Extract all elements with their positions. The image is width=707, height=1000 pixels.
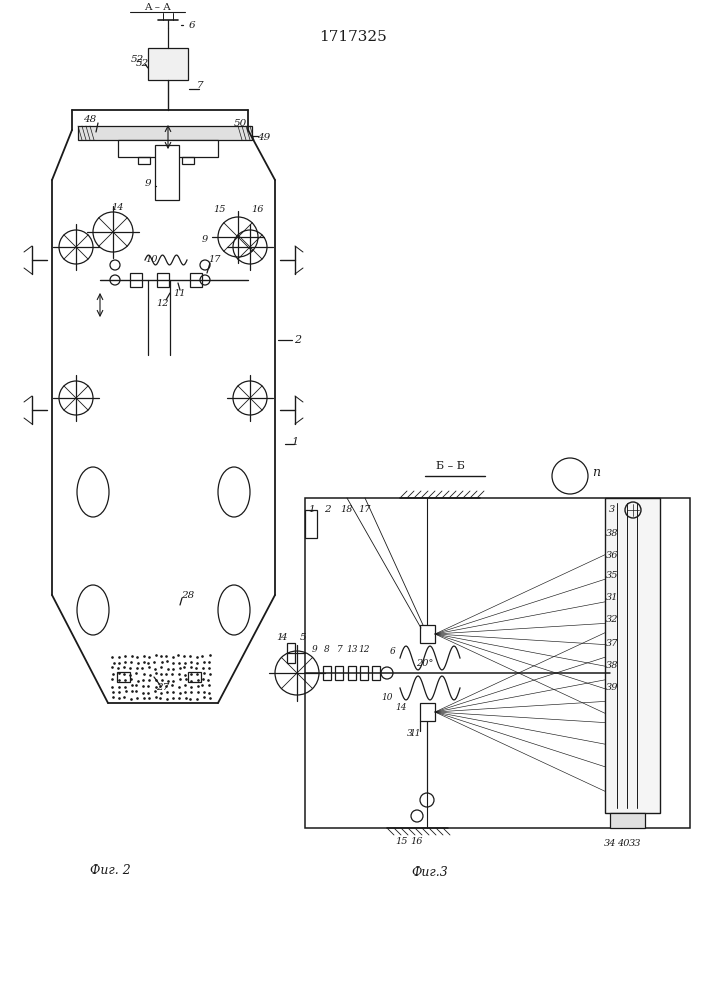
Text: 35: 35 [606,572,618,580]
Text: 1: 1 [291,437,298,447]
Text: 31: 31 [606,593,618,602]
Bar [148,48,188,80]
Text: 18: 18 [341,506,354,514]
Text: 17: 17 [209,255,221,264]
Text: 36: 36 [606,552,618,560]
Text: A – A: A – A [144,2,170,11]
Text: Фиг.3: Фиг.3 [411,865,448,879]
Bar [287,643,295,663]
Text: 9: 9 [312,645,318,654]
Text: 7: 7 [197,82,204,91]
Text: 6: 6 [189,20,195,29]
Text: Б – Б: Б – Б [436,461,464,471]
Bar [420,625,435,643]
Text: 3: 3 [407,728,413,738]
Text: 5: 5 [300,634,306,643]
Bar [323,666,331,680]
Text: 2: 2 [324,506,330,514]
Bar [605,498,660,813]
Text: 8: 8 [324,645,330,654]
Bar [157,273,169,287]
Text: 38: 38 [606,528,618,538]
Text: 34: 34 [604,838,617,848]
Text: 9: 9 [202,235,208,244]
Text: 49: 49 [257,133,271,142]
Text: 6: 6 [390,647,396,656]
Text: 13: 13 [346,645,358,654]
Bar [420,703,435,721]
Bar [130,273,142,287]
Text: 15: 15 [396,838,408,846]
Text: 16: 16 [411,838,423,846]
Bar [348,666,356,680]
Text: 12: 12 [157,298,169,308]
Text: 17: 17 [358,506,371,514]
Text: 38: 38 [606,662,618,670]
Bar [118,140,218,157]
Bar [305,498,690,828]
Text: 1: 1 [276,634,284,643]
Text: 14: 14 [112,202,124,212]
Text: 2: 2 [294,335,302,345]
Text: 11: 11 [174,290,186,298]
Text: 27: 27 [156,684,170,692]
Text: Фиг. 2: Фиг. 2 [90,863,130,876]
Text: 1717325: 1717325 [319,30,387,44]
Text: 15: 15 [214,206,226,215]
Text: 52: 52 [135,60,148,68]
Bar [182,157,194,164]
Text: 10: 10 [381,694,393,702]
Text: 14: 14 [395,704,407,712]
Text: 32: 32 [606,615,618,624]
Text: 52: 52 [130,55,144,64]
Text: 10: 10 [146,255,158,264]
Bar [188,672,201,682]
Text: 11: 11 [409,728,421,738]
Text: 1: 1 [309,506,315,514]
Bar [360,666,368,680]
Bar [610,813,645,828]
Text: 28: 28 [182,590,194,599]
Bar [155,145,179,200]
Text: 37: 37 [606,639,618,648]
Bar [117,672,130,682]
Text: 9: 9 [145,180,151,188]
Text: 7: 7 [337,645,343,654]
Text: 48: 48 [83,115,97,124]
Text: 4: 4 [280,634,286,643]
Bar [335,666,343,680]
Bar [305,510,317,538]
Text: 50: 50 [233,118,247,127]
Bar [78,126,252,140]
Text: 33: 33 [629,838,641,848]
Text: 16: 16 [252,206,264,215]
Text: 40: 40 [617,838,629,848]
Bar [190,273,202,287]
Bar [138,157,150,164]
Text: 3: 3 [609,506,615,514]
Text: 20°: 20° [416,658,433,668]
Text: 12: 12 [358,645,370,654]
Bar [372,666,380,680]
Text: п: п [592,466,600,480]
Text: 39: 39 [606,684,618,692]
